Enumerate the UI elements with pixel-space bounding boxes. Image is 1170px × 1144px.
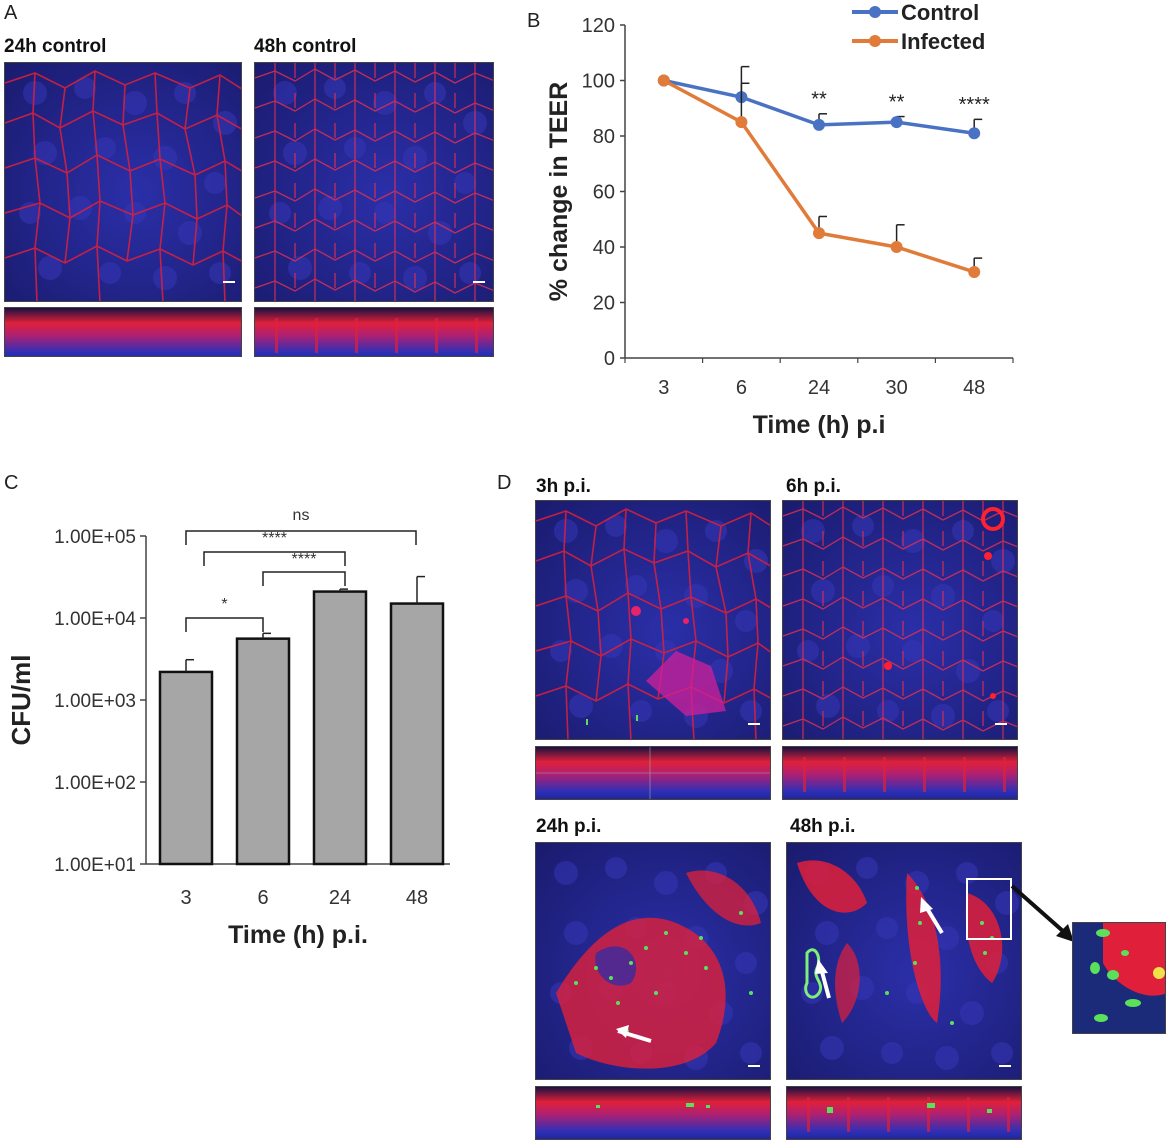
micrograph-48h-control <box>254 62 494 302</box>
panel-c-letter: C <box>4 472 19 494</box>
x-tick-label: 24 <box>329 887 351 909</box>
y-tick-label: 100 <box>582 71 615 93</box>
x-tick-label: 48 <box>963 377 985 399</box>
x-axis-label: Time (h) p.i <box>753 411 886 439</box>
y-tick-label: 0 <box>604 348 615 370</box>
y-tick-label: 1.00E+03 <box>54 691 136 712</box>
x-tick-label: 48 <box>406 887 428 909</box>
significance-label: **** <box>262 530 287 547</box>
significance-label: ns <box>293 507 310 524</box>
x-tick-label: 3 <box>658 377 669 399</box>
y-axis-label: CFU/ml <box>6 655 36 746</box>
significance-label: * <box>221 596 227 613</box>
y-tick-label: 1.00E+02 <box>54 773 136 794</box>
bracket-line <box>185 530 417 545</box>
significance-label: ** <box>811 88 827 110</box>
significance-label: ** <box>889 91 905 113</box>
legend-label-control: Control <box>901 0 979 25</box>
bar <box>235 637 291 866</box>
orthogonal-view-3h-pi <box>535 746 771 800</box>
panel-a-title-24h: 24h control <box>4 36 107 57</box>
significance-bracket: **** <box>262 551 346 586</box>
cfu-bar-chart: 1.00E+01 1.00E+02 1.00E+03 1.00E+04 1.00E+05… <box>6 507 450 949</box>
significance-bracket: **** <box>203 530 346 566</box>
significance-label: **** <box>959 94 990 116</box>
panel-d-title-3h: 3h p.i. <box>536 476 591 497</box>
micrograph-24h-pi <box>535 842 771 1080</box>
data-point-infected <box>813 227 825 240</box>
x-tick-label: 24 <box>808 377 830 399</box>
y-tick-label: 1.00E+01 <box>54 855 136 876</box>
legend-marker-infected <box>869 35 881 47</box>
micrograph-6h-pi <box>782 500 1018 740</box>
orthogonal-view-6h-pi <box>782 746 1018 800</box>
data-point-control <box>968 127 981 140</box>
micrograph-48h-pi <box>786 842 1022 1080</box>
micrograph-3h-pi <box>535 500 771 740</box>
y-tick-label: 80 <box>593 126 615 148</box>
y-tick-label: 1.00E+05 <box>54 527 136 548</box>
panel-d-title-48h: 48h p.i. <box>790 816 856 837</box>
bracket-line <box>185 617 264 632</box>
data-point-infected <box>968 265 981 278</box>
data-point-infected <box>657 74 670 87</box>
panel-d-letter: D <box>497 472 512 494</box>
orthogonal-view-48h-control <box>254 307 494 357</box>
significance-bracket: * <box>185 596 264 632</box>
zoom-arrow-icon <box>1010 884 1074 942</box>
significance-label: **** <box>292 551 317 568</box>
legend-marker-control <box>869 6 881 18</box>
y-tick-label: 40 <box>593 237 615 259</box>
panel-b-letter: B <box>527 10 541 32</box>
panel-d-title-6h: 6h p.i. <box>786 476 841 497</box>
x-axis-label: Time (h) p.i. <box>228 921 368 949</box>
teer-line-chart: 0 20 40 60 80 100 120 3 6 24 30 48 Time (h) p.i % cha… <box>545 0 1014 439</box>
micrograph-24h-control <box>4 62 242 302</box>
x-tick-label: 6 <box>736 377 747 399</box>
bracket-line <box>203 551 346 566</box>
x-tick-label: 6 <box>257 887 268 909</box>
panel-a-letter: A <box>4 2 18 24</box>
orthogonal-view-48h-pi <box>786 1086 1022 1140</box>
bar <box>389 602 445 866</box>
y-tick-label: 60 <box>593 182 615 204</box>
y-tick-label: 120 <box>582 15 615 37</box>
significance-bracket: ns <box>185 507 417 545</box>
data-point-infected <box>890 241 903 253</box>
y-tick-label: 20 <box>593 293 615 315</box>
data-point-control <box>813 118 825 131</box>
bar <box>312 590 368 866</box>
data-point-infected <box>735 116 748 129</box>
legend-label-infected: Infected <box>901 29 985 54</box>
panel-d-title-24h: 24h p.i. <box>536 816 602 837</box>
bracket-line <box>262 571 346 586</box>
y-axis-label: % change in TEER <box>545 82 573 301</box>
x-tick-label: 3 <box>180 887 191 909</box>
orthogonal-view-24h-control <box>4 307 242 357</box>
bar <box>158 670 214 866</box>
x-tick-label: 30 <box>885 377 907 399</box>
panel-a-title-48h: 48h control <box>254 36 357 57</box>
micrograph-48h-inset-zoom <box>1072 922 1166 1034</box>
y-tick-label: 1.00E+04 <box>54 609 136 630</box>
orthogonal-view-24h-pi <box>535 1086 771 1140</box>
data-point-control <box>890 116 903 129</box>
